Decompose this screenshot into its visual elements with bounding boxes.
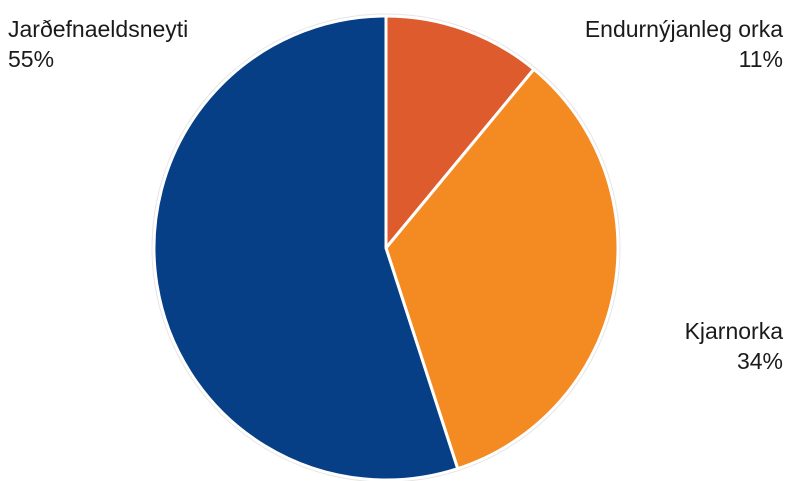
pie-slice-endurn-janleg-orka [384,14,536,250]
label-jardefnaeldsneyti: Jarðefnaeldsneyti 55% [8,14,188,74]
label-endurnyjanleg-orka: Endurnýjanleg orka 11% [585,14,783,74]
label-value: 11% [738,46,783,72]
label-kjarnorka: Kjarnorka 34% [685,316,783,376]
label-name: Endurnýjanleg orka [584,16,783,42]
pie-slice-jar-efnaeldsneyti [152,14,460,481]
pie-slice-kjarnorka [384,67,620,471]
pie-slices [152,14,620,481]
label-value: 55% [8,46,55,72]
label-value: 34% [736,348,783,374]
label-name: Kjarnorka [684,318,783,344]
label-name: Jarðefnaeldsneyti [8,16,189,42]
